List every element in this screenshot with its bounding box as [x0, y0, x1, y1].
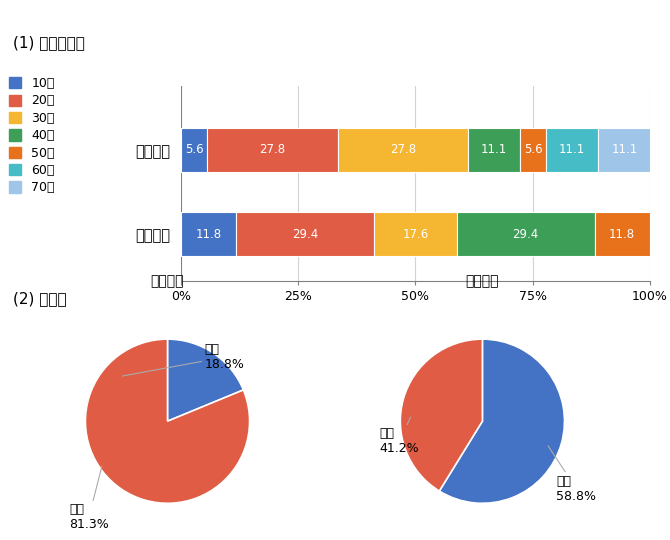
Text: (2) 男女比: (2) 男女比 — [13, 292, 67, 307]
Bar — [520, 128, 546, 172]
Wedge shape — [400, 339, 482, 491]
Text: 男性
58.8%: 男性 58.8% — [548, 446, 596, 503]
Text: 11.8: 11.8 — [609, 228, 635, 241]
Text: 17.6: 17.6 — [402, 228, 429, 241]
Text: 27.8: 27.8 — [259, 143, 285, 156]
Bar — [237, 212, 374, 256]
Wedge shape — [440, 339, 565, 503]
Text: 男性
18.8%: 男性 18.8% — [123, 343, 245, 376]
Text: 29.4: 29.4 — [292, 228, 318, 241]
Bar — [338, 128, 468, 172]
Text: 11.1: 11.1 — [611, 143, 637, 156]
Title: 残存傾向: 残存傾向 — [466, 275, 499, 289]
Legend: 10代, 20代, 30代, 40代, 50代, 60代, 70代: 10代, 20代, 30代, 40代, 50代, 60代, 70代 — [9, 77, 55, 194]
Bar — [207, 128, 338, 172]
Bar — [598, 128, 651, 172]
Text: 29.4: 29.4 — [513, 228, 539, 241]
Bar — [181, 128, 207, 172]
Text: 27.8: 27.8 — [390, 143, 416, 156]
Text: 11.8: 11.8 — [196, 228, 222, 241]
Bar — [594, 212, 650, 256]
Text: 11.1: 11.1 — [481, 143, 507, 156]
Text: 11.1: 11.1 — [559, 143, 586, 156]
Text: 5.6: 5.6 — [524, 143, 543, 156]
Text: 女性
41.2%: 女性 41.2% — [380, 417, 419, 455]
Bar — [181, 212, 237, 256]
Bar — [457, 212, 594, 256]
Text: 5.6: 5.6 — [185, 143, 203, 156]
Bar — [546, 128, 598, 172]
Text: 女性
81.3%: 女性 81.3% — [69, 467, 109, 531]
Bar — [374, 212, 457, 256]
Title: 早期寛解: 早期寛解 — [151, 275, 184, 289]
Text: (1) 年齢の分布: (1) 年齢の分布 — [13, 35, 85, 50]
Wedge shape — [168, 339, 243, 421]
Bar — [468, 128, 520, 172]
Wedge shape — [85, 339, 250, 503]
